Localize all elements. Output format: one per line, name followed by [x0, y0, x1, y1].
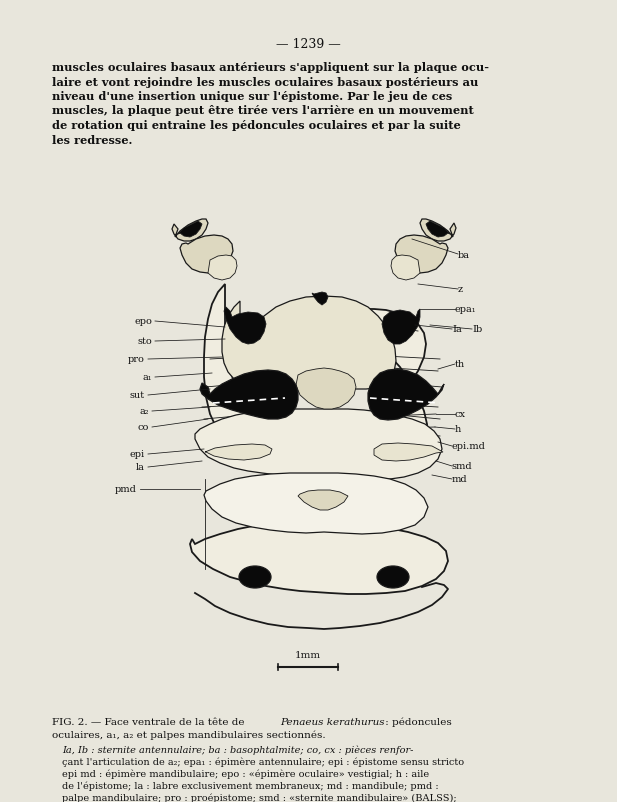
Polygon shape: [368, 370, 444, 420]
Text: pmd: pmd: [115, 485, 137, 494]
Text: md: md: [452, 475, 468, 484]
Text: ba: ba: [458, 250, 470, 259]
Polygon shape: [172, 220, 208, 241]
Text: co: co: [138, 423, 149, 432]
Text: — 1239 —: — 1239 —: [276, 38, 341, 51]
Polygon shape: [395, 236, 448, 273]
Text: cx: cx: [455, 410, 466, 419]
Text: les redresse.: les redresse.: [52, 134, 133, 145]
Text: sto: sto: [137, 337, 152, 346]
Text: h: h: [455, 425, 462, 434]
Text: pro: pro: [128, 355, 145, 364]
Text: Penaeus kerathurus: Penaeus kerathurus: [280, 717, 384, 726]
Text: Ia: Ia: [452, 325, 462, 334]
Ellipse shape: [239, 566, 271, 588]
Polygon shape: [205, 444, 272, 460]
Text: 1mm: 1mm: [295, 650, 321, 659]
Text: epi.md: epi.md: [452, 442, 486, 451]
Polygon shape: [298, 490, 348, 510]
Polygon shape: [382, 310, 420, 345]
Text: epi md : épimère mandibulaire; epo : «épimère oculaire» vestigial; h : aile: epi md : épimère mandibulaire; epo : «ép…: [62, 769, 429, 779]
Text: epa₁: epa₁: [455, 305, 476, 314]
Text: çant l'articulation de a₂; epa₁ : épimère antennulaire; epi : épistome sensu str: çant l'articulation de a₂; epa₁ : épimèr…: [62, 757, 464, 767]
Text: palpe mandibulaire; pro : proépistome; smd : «sternite mandibulaire» (BALSS);: palpe mandibulaire; pro : proépistome; s…: [62, 793, 457, 802]
Text: laire et vont rejoindre les muscles oculaires basaux postérieurs au: laire et vont rejoindre les muscles ocul…: [52, 76, 478, 87]
Polygon shape: [374, 444, 443, 461]
Polygon shape: [420, 220, 456, 241]
Text: a₁: a₁: [143, 373, 152, 382]
Polygon shape: [208, 256, 237, 281]
Text: FIG. 2. — Face ventrale de la tête de: FIG. 2. — Face ventrale de la tête de: [52, 717, 248, 726]
Polygon shape: [224, 308, 266, 345]
Text: epi: epi: [130, 450, 145, 459]
Text: oculaires, a₁, a₂ et palpes mandibulaires sectionnés.: oculaires, a₁, a₂ et palpes mandibulaire…: [52, 730, 326, 739]
Polygon shape: [312, 293, 328, 306]
Text: smd: smd: [452, 462, 473, 471]
Polygon shape: [178, 221, 202, 237]
Text: niveau d'une insertion unique sur l'épistome. Par le jeu de ces: niveau d'une insertion unique sur l'épis…: [52, 91, 452, 102]
Ellipse shape: [377, 566, 409, 588]
Polygon shape: [204, 473, 428, 534]
Text: Ib: Ib: [472, 325, 482, 334]
Text: z: z: [458, 286, 463, 294]
Polygon shape: [204, 285, 428, 449]
Text: de rotation qui entraine les pédoncules oculaires et par la suite: de rotation qui entraine les pédoncules …: [52, 119, 461, 131]
Polygon shape: [222, 297, 396, 390]
Text: muscles, la plaque peut être tirée vers l'arrière en un mouvement: muscles, la plaque peut être tirée vers …: [52, 105, 474, 116]
Polygon shape: [190, 520, 448, 594]
Text: Ia, Ib : sternite antennulaire; ba : basophtalmite; co, cx : pièces renfor-: Ia, Ib : sternite antennulaire; ba : bas…: [62, 745, 413, 755]
Polygon shape: [200, 371, 298, 419]
Polygon shape: [296, 369, 356, 410]
Text: epo: epo: [134, 317, 152, 326]
Polygon shape: [195, 410, 442, 480]
Polygon shape: [426, 221, 450, 237]
Text: sut: sut: [130, 391, 145, 400]
Text: la: la: [136, 463, 145, 472]
Text: : pédoncules: : pédoncules: [382, 717, 452, 727]
Polygon shape: [391, 256, 420, 281]
Text: th: th: [455, 360, 465, 369]
Text: muscles oculaires basaux antérieurs s'appliquent sur la plaque ocu-: muscles oculaires basaux antérieurs s'ap…: [52, 62, 489, 73]
Text: de l'épistome; la : labre exclusivement membraneux; md : mandibule; pmd :: de l'épistome; la : labre exclusivement …: [62, 781, 439, 791]
Polygon shape: [180, 236, 233, 273]
Text: a₂: a₂: [139, 407, 149, 416]
